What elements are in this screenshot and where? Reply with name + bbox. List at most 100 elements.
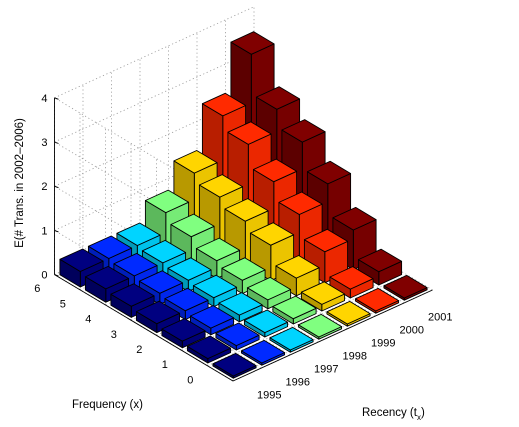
- recency-axis-title-sub: x: [417, 413, 421, 422]
- bar-top-face: [326, 300, 371, 325]
- frequency-tick-label: 1: [162, 359, 168, 371]
- bar: [326, 300, 371, 327]
- bar-top-face: [59, 248, 104, 272]
- frequency-tick-label: 2: [136, 344, 142, 356]
- bar-top-face: [224, 198, 269, 222]
- bar-top-face: [215, 322, 260, 347]
- bar-top-face: [116, 222, 161, 246]
- bar-top-face: [141, 239, 187, 264]
- recency-tick-label: 1995: [257, 390, 281, 402]
- bar-top-face: [192, 274, 238, 299]
- bar-top-face: [173, 150, 218, 174]
- recency-axis-title-close: ): [421, 407, 425, 419]
- bar: [300, 281, 346, 312]
- floor-gridline: [111, 248, 291, 356]
- bar: [192, 274, 238, 308]
- bar-top-face: [275, 255, 320, 279]
- back-wall-gridline: [54, 50, 255, 143]
- bar-top-face: [246, 276, 292, 301]
- bar: [269, 326, 314, 353]
- bar-top-face: [167, 257, 212, 281]
- bar-top-face: [303, 228, 349, 253]
- bar: [354, 287, 400, 314]
- bar: [164, 287, 209, 321]
- frequency-tick-label: 3: [111, 329, 117, 341]
- bar-top-face: [198, 174, 244, 198]
- bar-top-face: [249, 222, 295, 246]
- bar-top-face: [357, 248, 403, 273]
- recency-axis-title: Recency (tx): [362, 407, 425, 422]
- z-tick-label: 2: [41, 181, 47, 193]
- bar-top-face: [297, 313, 343, 338]
- bar-top-face: [269, 326, 314, 351]
- bar-top-face: [243, 309, 289, 334]
- recency-tick-label: 2000: [400, 325, 424, 337]
- bar-top-face: [221, 257, 266, 281]
- bar-top-face: [252, 158, 298, 183]
- bar: [189, 305, 235, 336]
- bar-top-face: [212, 352, 257, 377]
- frequency-tick-label: 4: [85, 314, 91, 326]
- z-tick-mark: [54, 141, 59, 144]
- bar-top-face: [201, 92, 247, 117]
- recency-tick-label: 1996: [286, 377, 310, 389]
- bar: [212, 352, 257, 379]
- bar-top-face: [383, 274, 428, 299]
- z-tick-label: 1: [41, 225, 47, 237]
- bar-top-face: [110, 283, 155, 307]
- bar-top-face: [113, 252, 158, 277]
- z-tick-mark: [54, 97, 59, 100]
- recency-tick-label: 2001: [428, 312, 452, 324]
- bar: [240, 339, 286, 366]
- bar-top-face: [332, 206, 377, 231]
- floor-gridline: [253, 183, 433, 291]
- bars-layer: [59, 31, 428, 379]
- bar: [329, 266, 374, 299]
- bar-top-face: [186, 335, 232, 360]
- bar-top-face: [272, 295, 317, 320]
- bar-top-face: [164, 287, 209, 312]
- bar-top-face: [84, 265, 130, 290]
- bar: [218, 292, 263, 323]
- bar-top-face: [138, 270, 184, 294]
- bar-top-face: [170, 213, 215, 238]
- z-tick-mark: [54, 185, 59, 189]
- bar-top-face: [218, 292, 263, 316]
- floor-gridline: [225, 196, 405, 304]
- recency-axis-line: [232, 289, 433, 382]
- bar-top-face: [189, 305, 235, 329]
- frequency-axis-title: Frequency (x): [72, 399, 143, 411]
- bar: [186, 335, 232, 364]
- bar: [297, 313, 343, 340]
- bar-top-face: [144, 189, 190, 214]
- bar-top-face: [227, 121, 272, 145]
- recency-axis-title-main: Recency (t: [362, 407, 418, 419]
- bar-top-face: [135, 300, 181, 325]
- bar-top-face: [300, 281, 346, 305]
- frequency-tick-label: 0: [187, 374, 193, 386]
- bar: [215, 322, 260, 351]
- z-tick-label: 0: [41, 270, 47, 282]
- bar-top-face: [255, 86, 301, 110]
- recency-tick-label: 1998: [343, 351, 367, 363]
- z-tick-label: 4: [41, 93, 47, 105]
- bar-top-face: [329, 266, 374, 290]
- bar-top-face: [230, 31, 275, 55]
- bar-top-face: [240, 339, 286, 364]
- bar-top-face: [354, 287, 400, 312]
- bar: [243, 309, 289, 338]
- z-axis-title: E(# Trans. in 2002–2006): [14, 118, 26, 248]
- z-tick-mark: [54, 274, 59, 277]
- bar: [383, 274, 428, 301]
- floor-gridline: [196, 209, 376, 317]
- bar-top-face: [195, 237, 241, 262]
- bar: [357, 248, 403, 286]
- z-tick-label: 3: [41, 137, 47, 149]
- floor-gridline: [139, 235, 319, 343]
- bar-top-face: [306, 160, 352, 185]
- bar: [272, 295, 317, 325]
- labels-layer: E(# Trans. in 2002–2006) Frequency (x) R…: [14, 93, 452, 422]
- frequency-tick-label: 6: [34, 283, 40, 295]
